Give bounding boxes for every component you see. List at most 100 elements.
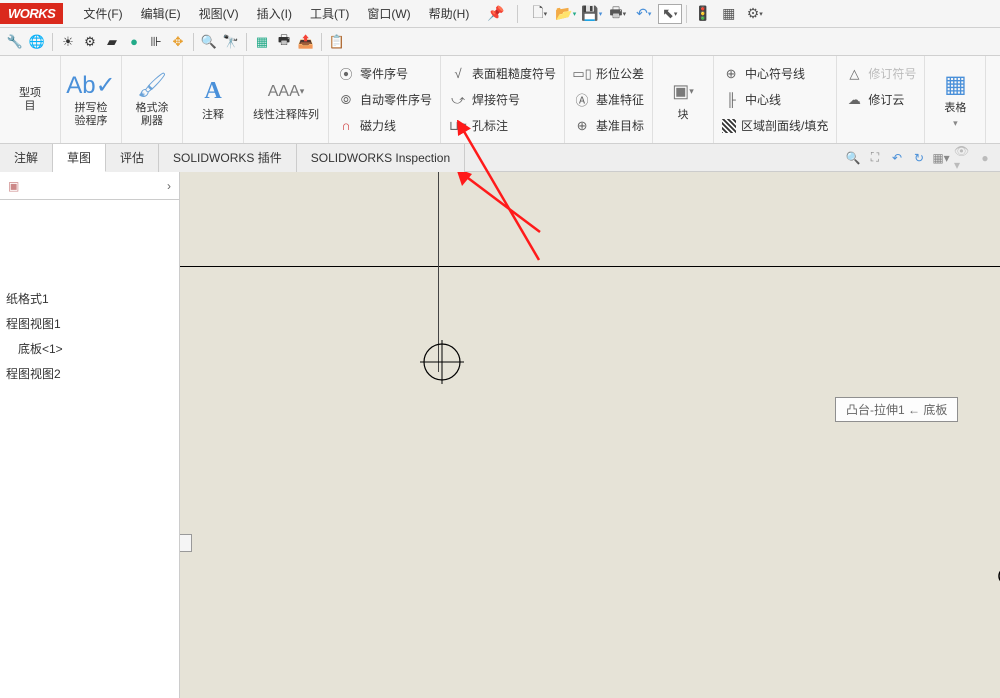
tab-plugin[interactable]: SOLIDWORKS 插件 [159,144,297,172]
menu-insert[interactable]: 插入(I) [249,1,300,26]
menu-help[interactable]: 帮助(H) [421,1,478,26]
annotation-arrow [180,172,1000,432]
datum-feat-button[interactable]: Ⓐ基准特征 [573,89,644,111]
drawing-canvas[interactable]: 凸台-拉伸1 ← 底板 [180,172,1000,698]
open-icon[interactable]: 📂▾ [554,4,578,24]
tb-print2-icon[interactable]: 🖶 [273,32,295,52]
scroll-notch[interactable] [180,534,192,552]
new-icon[interactable]: 🗋▾ [528,4,552,24]
tb-excel-icon[interactable]: ▦ [251,32,273,52]
tb-export-icon[interactable]: 📤 [295,32,317,52]
ribbon: 型项目 Ab✓ 拼写检验程序 🖌 格式涂刷器 A 注释 AAA▾ 线性注释阵列 … [0,56,1000,144]
tb-sun-icon[interactable]: ☀ [57,32,79,52]
hatch-icon [722,119,736,133]
side-tab[interactable]: ▣ › [0,172,179,200]
hole-button[interactable]: ⊔⌀孔标注 [449,115,556,137]
tb-measure-icon[interactable]: ⊪ [145,32,167,52]
scene-icon[interactable]: ● [976,149,994,167]
tab-annotation[interactable]: 注解 [0,144,53,172]
command-tabs: 注解 草图 评估 SOLIDWORKS 插件 SOLIDWORKS Inspec… [0,144,1000,172]
center-line-icon: ╟ [722,91,740,109]
menu-tool[interactable]: 工具(T) [302,1,357,26]
side-tab-icon: ▣ [8,179,19,193]
weld-icon: ⤻ [449,91,467,109]
table-button[interactable]: ▦ 表格 ▾ [933,71,977,129]
pin-icon[interactable]: 📌 [487,5,504,22]
tree-item[interactable]: 程图视图2 [4,361,175,386]
rev-sym-button[interactable]: △修订符号 [845,63,916,85]
surface-icon: √ [449,65,467,83]
prev-view-icon[interactable]: ↶ [888,149,906,167]
tb-binoc-icon[interactable]: 🔭 [220,32,242,52]
feature-tree: 纸格式1 程图视图1 底板<1> 程图视图2 [0,280,179,392]
chevron-right-icon: › [167,179,171,193]
rev-sym-icon: △ [845,65,863,83]
hole-icon: ⊔⌀ [449,117,467,135]
spell-check-button[interactable]: Ab✓ 拼写检验程序 [69,71,113,128]
block-icon: ▣▾ [672,78,694,106]
tb-globe-icon[interactable]: 🌐 [26,32,48,52]
tab-sketch[interactable]: 草图 [53,144,106,172]
toolbar: 🔧 🌐 ☀ ⚙ ▰ ● ⊪ ✥ 🔍 🔭 ▦ 🖶 📤 📋 [0,28,1000,56]
paint-icon: 🖌 [137,71,167,99]
menu-view[interactable]: 视图(V) [191,1,247,26]
geom-button[interactable]: ▭▯形位公差 [573,63,644,85]
format-paint-button[interactable]: 🖌 格式涂刷器 [130,71,174,128]
tab-eval[interactable]: 评估 [106,144,159,172]
datum-target-button[interactable]: ⊕基准目标 [573,115,644,137]
menu-items: 文件(F) 编辑(E) 视图(V) 插入(I) 工具(T) 窗口(W) 帮助(H… [75,1,477,26]
magnet-button[interactable]: ∩磁力线 [337,115,432,137]
auto-balloon-icon: ⦾ [337,91,355,109]
tree-item[interactable]: 纸格式1 [4,286,175,311]
eye-icon[interactable]: 👁▾ [954,149,972,167]
form-icon[interactable]: ▦ [717,4,741,24]
zoom-area-icon[interactable]: ⛶ [866,149,884,167]
quick-access: 🗋▾ 📂▾ 💾▾ 🖶▾ ↶▾ ⬉▾ 🚦 ▦ ⚙▾ [528,4,767,24]
traffic-icon[interactable]: 🚦 [691,4,715,24]
balloon-icon: ⦿ [337,65,355,83]
weld-button[interactable]: ⤻焊接符号 [449,89,556,111]
note-button[interactable]: A 注释 [191,78,235,122]
tree-item[interactable]: 底板<1> [4,336,175,361]
tb-move-icon[interactable]: ✥ [167,32,189,52]
view-tools: 🔍 ⛶ ↶ ↻ ▦▾ 👁▾ ● [844,149,994,167]
tb-zoom-icon[interactable]: 🔍 [198,32,220,52]
feature-tree-panel: ▣ › 纸格式1 程图视图1 底板<1> 程图视图2 [0,172,180,698]
menu-bar: WORKS 文件(F) 编辑(E) 视图(V) 插入(I) 工具(T) 窗口(W… [0,0,1000,28]
rotate-icon[interactable]: ↻ [910,149,928,167]
tb-trap-icon[interactable]: ▰ [101,32,123,52]
select-icon[interactable]: ⬉▾ [658,4,682,24]
tb-assembly-icon[interactable]: 🔧 [4,32,26,52]
tb-dot-icon[interactable]: ● [123,32,145,52]
block-button[interactable]: ▣▾ 块 [661,78,705,122]
menu-edit[interactable]: 编辑(E) [133,1,189,26]
tree-item[interactable]: 程图视图1 [4,311,175,336]
model-item-button[interactable]: 型项目 [8,87,52,113]
center-line-button[interactable]: ╟中心线 [722,89,828,111]
magnet-icon: ∩ [337,117,355,135]
rev-cloud-button[interactable]: ☁修订云 [845,89,916,111]
spell-icon: Ab✓ [66,71,115,99]
linear-pattern-button[interactable]: AAA▾ 线性注释阵列 [252,78,320,122]
datum-feat-icon: Ⓐ [573,91,591,109]
auto-part-num-button[interactable]: ⦾自动零件序号 [337,89,432,111]
datum-target-icon: ⊕ [573,117,591,135]
geom-icon: ▭▯ [573,65,591,83]
menu-window[interactable]: 窗口(W) [359,1,418,26]
center-mark-button[interactable]: ⊕中心符号线 [722,63,828,85]
zoom-fit-icon[interactable]: 🔍 [844,149,862,167]
save-icon[interactable]: 💾▾ [580,4,604,24]
undo-icon[interactable]: ↶▾ [632,4,656,24]
part-num-button[interactable]: ⦿零件序号 [337,63,432,85]
display-icon[interactable]: ▦▾ [932,149,950,167]
tb-gear-icon[interactable]: ⚙ [79,32,101,52]
options-icon[interactable]: ⚙▾ [743,4,767,24]
tb-sheet-icon[interactable]: 📋 [326,32,348,52]
menu-file[interactable]: 文件(F) [75,1,130,26]
tab-inspection[interactable]: SOLIDWORKS Inspection [297,144,465,172]
print-icon[interactable]: 🖶▾ [606,4,630,24]
feature-tooltip: 凸台-拉伸1 ← 底板 [835,397,958,422]
hatch-button[interactable]: 区域剖面线/填充 [722,115,828,137]
table-icon: ▦ [944,71,967,99]
surface-button[interactable]: √表面粗糙度符号 [449,63,556,85]
